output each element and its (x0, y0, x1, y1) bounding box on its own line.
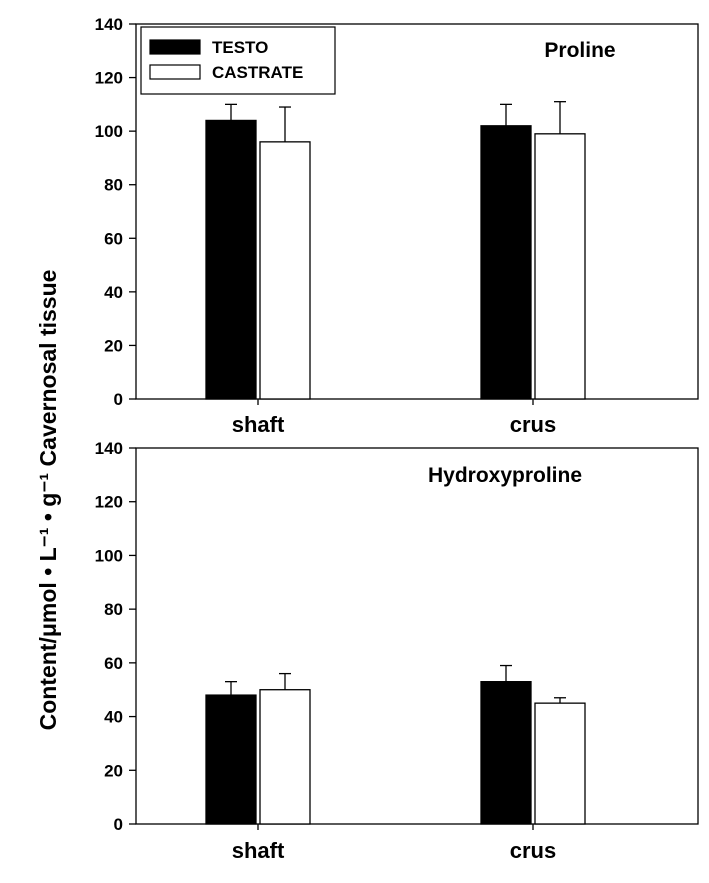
legend-swatch-testo (149, 39, 201, 55)
y-tick-label: 140 (95, 439, 123, 458)
legend-swatch-castrate (149, 64, 201, 80)
panel-proline: 0 20 40 60 80 100 120 140 Proline shaft crus (95, 15, 699, 437)
panel-title: Hydroxyproline (428, 464, 582, 487)
y-tick-label: 0 (114, 815, 123, 834)
y-tick-label: 100 (95, 546, 123, 565)
y-tick-label: 40 (104, 283, 123, 302)
legend-frame (140, 26, 336, 95)
x-tick-label: shaft (232, 412, 285, 437)
bar-testo-crus (480, 681, 532, 825)
y-tick-label: 80 (104, 600, 123, 619)
y-tick-label: 140 (95, 15, 123, 34)
bar-castrate-shaft (259, 141, 311, 400)
y-tick-label: 40 (104, 708, 123, 727)
x-tick-label: shaft (232, 838, 285, 863)
y-tick-label: 60 (104, 229, 123, 248)
legend-label-testo: TESTO (212, 38, 268, 57)
panel-hydroxyproline: 0 20 40 60 80 100 120 140 Hydroxyproline shaft cru… (95, 439, 699, 863)
legend: TESTO CASTRATE (140, 26, 336, 95)
bar-castrate-shaft (259, 689, 311, 825)
x-tick-label: crus (510, 412, 556, 437)
y-tick-label: 20 (104, 336, 123, 355)
y-tick-label: 120 (95, 493, 123, 512)
y-tick-label: 120 (95, 69, 123, 88)
bar-castrate-crus (534, 133, 586, 400)
y-tick-label: 20 (104, 761, 123, 780)
y-tick-label: 100 (95, 122, 123, 141)
y-tick-label: 0 (114, 390, 123, 409)
panel-title: Proline (544, 39, 615, 62)
plot-frame (135, 23, 699, 400)
plot-frame (135, 447, 699, 825)
bar-testo-shaft (205, 119, 257, 400)
bar-testo-shaft (205, 694, 257, 825)
y-tick-label: 80 (104, 176, 123, 195)
y-tick-label: 60 (104, 654, 123, 673)
bar-castrate-crus (534, 702, 586, 825)
bar-testo-crus (480, 125, 532, 400)
y-axis-label: Content/μmol • L⁻¹ • g⁻¹ Cavernosal tiss… (35, 270, 61, 731)
legend-label-castrate: CASTRATE (212, 63, 303, 82)
x-tick-label: crus (510, 838, 556, 863)
